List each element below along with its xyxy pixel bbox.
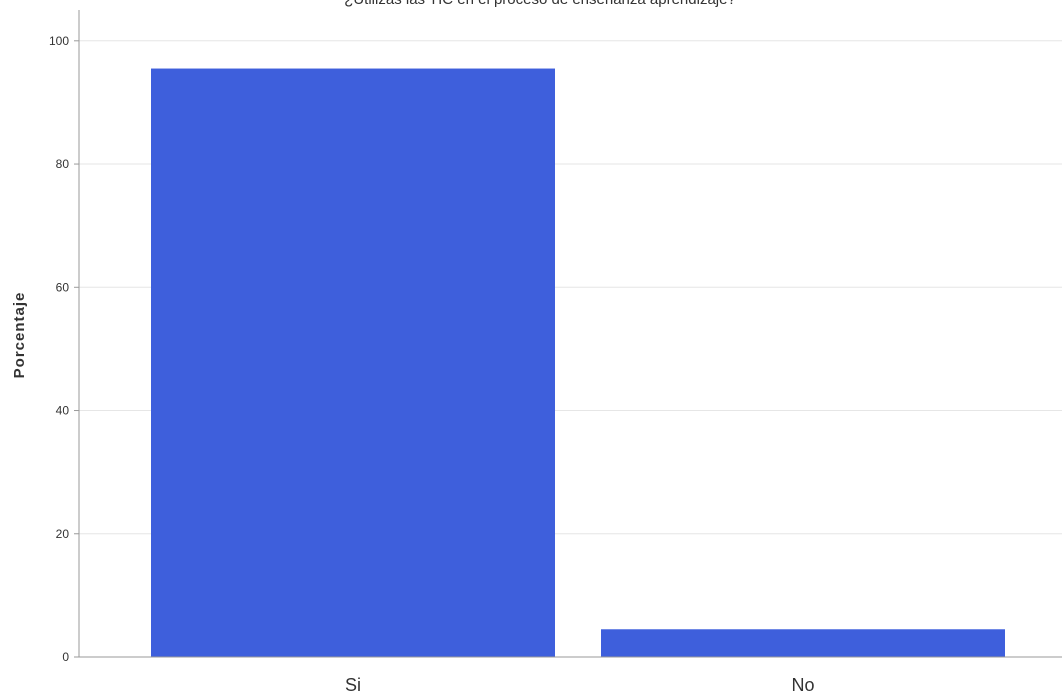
- y-tick-label: 20: [56, 527, 70, 541]
- y-axis-label: Porcentaje: [11, 292, 28, 379]
- bars: [151, 68, 1005, 658]
- y-tick-label: 60: [56, 280, 70, 294]
- x-tick-label: Si: [345, 675, 361, 695]
- y-tick-label: 80: [56, 157, 70, 171]
- y-tick-label: 0: [62, 650, 69, 664]
- x-tick-labels: Si No: [345, 675, 815, 695]
- y-tick-label: 100: [49, 34, 69, 48]
- y-tick-labels: 0 20 40 60 80 100: [49, 34, 79, 664]
- chart-title: ¿Utilizas las TIC en el proceso de enseñ…: [344, 0, 736, 8]
- bar-si: [151, 68, 555, 658]
- y-tick-label: 40: [56, 404, 70, 418]
- axes: [78, 10, 1062, 658]
- bar-no: [601, 629, 1005, 657]
- x-tick-label: No: [791, 675, 814, 695]
